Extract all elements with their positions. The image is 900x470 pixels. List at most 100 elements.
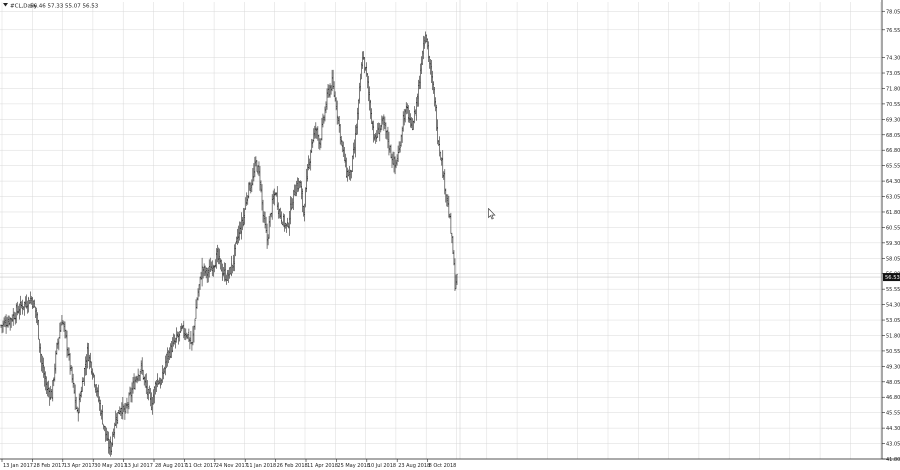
ohlc-bar: [71, 366, 73, 383]
ohlc-bar: [221, 263, 224, 281]
ohlc-bar: [271, 194, 273, 220]
ohlc-bar: [381, 115, 383, 131]
ohlc-bar: [93, 374, 96, 388]
y-tick-label: 51.80: [886, 333, 900, 339]
ohlc-bar: [54, 363, 56, 382]
ohlc-bar: [367, 75, 370, 102]
ohlc-bar: [183, 320, 185, 339]
ohlc-bar: [313, 128, 315, 143]
ohlc-bar: [416, 93, 419, 107]
ohlc-bar: [226, 269, 229, 281]
ohlc-bar: [49, 387, 51, 406]
ohlc-bar: [401, 126, 403, 143]
ohlc-bar: [107, 431, 110, 454]
ohlc-bar: [444, 169, 446, 195]
ohlc-bar: [399, 141, 401, 153]
ohlc-bar: [419, 63, 422, 89]
ohlc-bar: [194, 318, 196, 330]
ohlc-bar: [191, 341, 193, 351]
ohlc-bar: [31, 297, 34, 310]
ohlc-bar: [272, 190, 274, 204]
ohlc-bar: [445, 188, 447, 203]
ohlc-bar: [129, 386, 131, 396]
ohlc-bar: [205, 267, 207, 279]
x-tick-label: 30 May 2017: [94, 463, 127, 469]
ohlc-bar: [164, 355, 167, 376]
ohlc-bar: [37, 319, 40, 340]
ohlc-bar: [89, 352, 92, 368]
ohlc-bar: [402, 111, 404, 132]
ohlc-bar: [388, 131, 390, 156]
ohlc-bar: [117, 411, 119, 425]
ohlc-bar: [370, 108, 373, 125]
ohlc-bar: [213, 265, 215, 273]
ohlc-bar: [429, 58, 432, 75]
ohlc-bar: [362, 51, 365, 60]
ohlc-bar: [193, 325, 195, 343]
ohlc-bar: [350, 170, 353, 179]
ohlc-bar: [345, 157, 348, 178]
ohlc-bar: [348, 166, 351, 180]
ohlc-bar: [262, 199, 264, 223]
ohlc-bar: [292, 189, 295, 210]
ohlc-bar: [277, 202, 279, 219]
ohlc-bar: [7, 315, 9, 328]
ohlc-bar: [397, 145, 399, 163]
ohlc-bar: [204, 265, 206, 276]
ohlc-bar: [84, 356, 86, 376]
ohlc-bar: [258, 161, 260, 177]
ohlc-values: 56.46 57.33 55.07 56.53: [30, 4, 99, 10]
ohlc-bar: [174, 337, 177, 349]
ohlc-bar: [453, 250, 455, 266]
triangle-down-icon[interactable]: [3, 3, 8, 7]
ohlc-bar: [158, 377, 161, 385]
ohlc-bar: [334, 91, 336, 102]
ohlc-bar: [29, 291, 32, 304]
ohlc-bar: [373, 120, 375, 143]
y-tick-label: 66.80: [886, 148, 900, 154]
ohlc-bar: [65, 329, 67, 339]
ohlc-bar: [196, 297, 198, 309]
ohlc-bar: [131, 382, 133, 403]
ohlc-bar: [395, 159, 397, 169]
ohlc-bar: [142, 369, 144, 380]
y-tick-label: 65.55: [886, 164, 900, 170]
ohlc-bar: [316, 127, 318, 139]
ohlc-bar: [66, 330, 68, 358]
ohlc-bar: [275, 192, 277, 197]
ohlc-bar: [214, 259, 216, 268]
ohlc-bar: [124, 403, 126, 420]
ohlc-bar: [405, 102, 407, 115]
ohlc-bar: [105, 427, 108, 441]
ohlc-bar: [255, 156, 257, 167]
ohlc-bar: [30, 296, 33, 305]
ohlc-bar: [382, 116, 384, 125]
x-tick-label: 23 Aug 2018: [398, 463, 430, 469]
ohlc-bar: [57, 338, 59, 349]
ohlc-bar: [407, 105, 409, 123]
ohlc-bar: [394, 156, 396, 175]
ohlc-bar: [231, 264, 234, 274]
ohlc-bar: [280, 211, 283, 225]
ohlc-bar: [220, 259, 223, 272]
ohlc-bar: [250, 182, 252, 194]
ohlc-bar: [322, 113, 324, 128]
ohlc-bar: [59, 322, 61, 339]
ohlc-bar: [249, 181, 251, 191]
ohlc-bar: [425, 34, 428, 43]
ohlc-bar: [170, 340, 173, 358]
ohlc-bar: [396, 154, 398, 166]
ohlc-bar: [128, 392, 130, 410]
ohlc-bar: [304, 187, 307, 207]
ohlc-bar: [97, 384, 100, 403]
ohlc-bar: [122, 396, 124, 420]
y-tick-label: 58.05: [886, 256, 900, 262]
ohlc-bar: [366, 73, 369, 89]
ohlc-bar: [2, 320, 4, 333]
ohlc-bar: [52, 379, 54, 402]
ohlc-bar: [290, 197, 293, 211]
ohlc-bar: [181, 323, 183, 332]
ohlc-bar: [114, 422, 116, 439]
ohlc-bar: [274, 192, 276, 196]
